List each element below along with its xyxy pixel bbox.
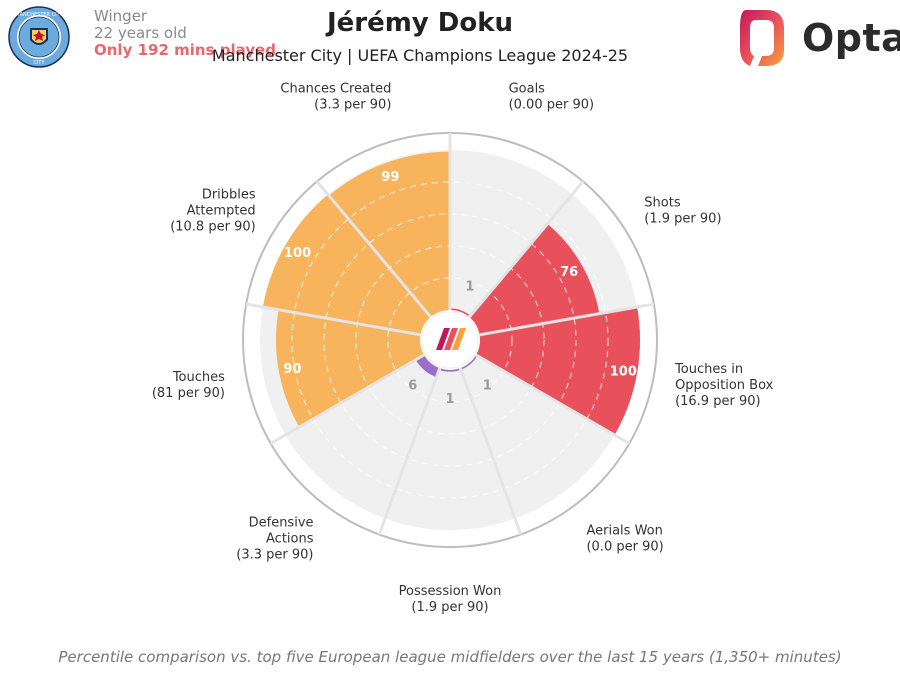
metric-label: Actions bbox=[266, 531, 314, 546]
value-label: 1 bbox=[465, 279, 474, 294]
value-slice bbox=[475, 307, 640, 435]
value-slice bbox=[262, 194, 431, 335]
metric-value-text: (0.00 per 90) bbox=[509, 98, 595, 113]
opta-logo: Opta bbox=[736, 8, 900, 70]
crest-text-top: MANCHESTER CITY bbox=[15, 12, 63, 18]
club-crest-logo: MANCHESTER CITY CITY bbox=[8, 6, 70, 68]
metric-label: Dribbles bbox=[202, 188, 256, 203]
background-slice bbox=[385, 368, 515, 530]
player-meta: Winger 22 years old Only 192 mins played bbox=[94, 8, 276, 59]
background-slice bbox=[285, 355, 440, 519]
slice-separator bbox=[315, 180, 432, 318]
value-label: 76 bbox=[560, 265, 578, 280]
value-slice bbox=[415, 355, 440, 378]
slice-separator bbox=[245, 302, 421, 337]
metric-label: Chances Created bbox=[280, 82, 391, 97]
page-subtitle: Manchester City | UEFA Champions League … bbox=[211, 46, 629, 65]
metric-label: Shots bbox=[644, 196, 681, 211]
center-logo-stripe bbox=[436, 328, 450, 350]
slice-separator bbox=[468, 180, 585, 318]
metric-label: Touches bbox=[172, 370, 225, 385]
value-label: 6 bbox=[408, 378, 417, 393]
value-label: 1 bbox=[445, 392, 454, 407]
value-label: 90 bbox=[283, 362, 301, 377]
metric-label: Defensive bbox=[249, 515, 314, 530]
center-logo-stripe bbox=[452, 328, 466, 350]
slice-separator bbox=[269, 353, 425, 445]
background-slice bbox=[450, 150, 573, 318]
slice-separator bbox=[479, 302, 655, 337]
player-position: Winger bbox=[94, 7, 148, 25]
metric-value-text: (10.8 per 90) bbox=[170, 220, 256, 235]
center-logo-stripe bbox=[444, 328, 458, 350]
metric-value-text: (81 per 90) bbox=[152, 386, 225, 401]
metric-label: Attempted bbox=[187, 204, 256, 219]
metric-value-text: (16.9 per 90) bbox=[675, 394, 761, 409]
grid-ring bbox=[291, 181, 609, 499]
metric-label: Goals bbox=[509, 82, 546, 97]
center-logo-icon bbox=[436, 328, 466, 350]
metric-label: Opposition Box bbox=[675, 378, 774, 393]
footnote: Percentile comparison vs. top five Europ… bbox=[58, 648, 842, 666]
opta-wordmark: Opta bbox=[802, 16, 900, 60]
value-slice bbox=[276, 309, 425, 427]
value-slice bbox=[328, 151, 450, 318]
metric-value-text: (3.3 per 90) bbox=[236, 547, 313, 562]
metric-value-text: (1.9 per 90) bbox=[411, 600, 488, 615]
value-slice bbox=[469, 223, 600, 335]
page-title: Jérémy Doku bbox=[326, 8, 514, 38]
value-label: 99 bbox=[381, 170, 399, 185]
metric-label: Aerials Won bbox=[586, 523, 662, 538]
value-label: 1 bbox=[483, 378, 492, 393]
metric-value-text: (0.0 per 90) bbox=[586, 539, 663, 554]
metric-value-text: (1.9 per 90) bbox=[644, 212, 721, 227]
slice-separator bbox=[475, 353, 631, 445]
value-slice bbox=[439, 368, 461, 372]
slice-separator bbox=[377, 367, 442, 536]
player-age: 22 years old bbox=[94, 24, 187, 42]
slice-separator bbox=[458, 367, 523, 536]
crest-text-bottom: CITY bbox=[33, 60, 45, 66]
value-label: 100 bbox=[610, 365, 637, 380]
grid-ring bbox=[323, 213, 577, 467]
value-label: 100 bbox=[284, 246, 311, 261]
background-slice bbox=[460, 355, 615, 519]
metric-label: Possession Won bbox=[399, 584, 502, 599]
metric-value-text: (3.3 per 90) bbox=[314, 98, 391, 113]
opta-mark-icon bbox=[740, 10, 784, 66]
minutes-warning: Only 192 mins played bbox=[94, 41, 276, 59]
metric-label: Touches in bbox=[674, 362, 743, 377]
